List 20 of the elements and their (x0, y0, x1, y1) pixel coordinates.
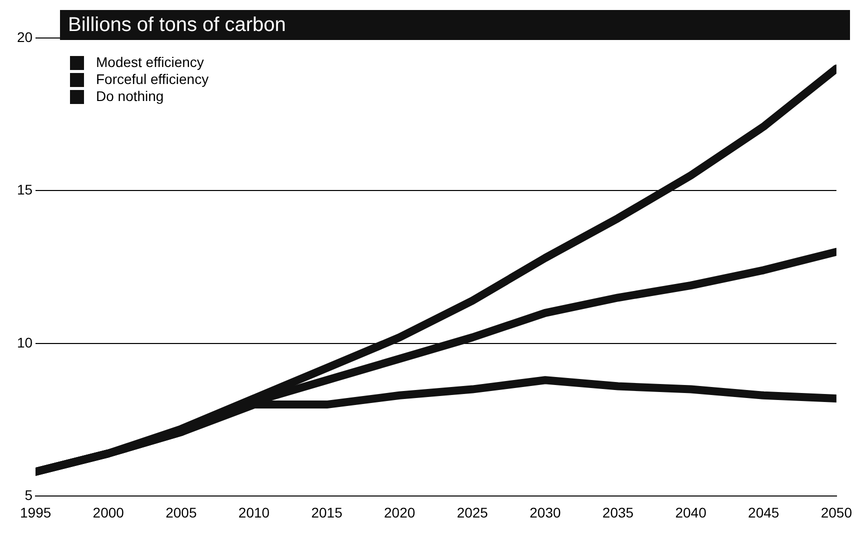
x-tick-label: 2000 (92, 504, 124, 520)
legend-label: Do nothing (96, 88, 164, 105)
legend-label: Modest efficiency (96, 54, 204, 71)
x-tick-label: 2040 (675, 504, 707, 520)
y-tick-label: 10 (16, 334, 33, 350)
x-tick-label: 2015 (311, 504, 343, 520)
x-tick-label: 2050 (820, 504, 852, 520)
chart-title: Billions of tons of carbon (68, 13, 286, 38)
x-tick-label: 2045 (748, 504, 780, 520)
y-tick-label: 15 (16, 182, 33, 198)
x-tick-label: 2010 (238, 504, 270, 520)
x-tick-label: 2035 (602, 504, 634, 520)
x-tick-label: 2025 (456, 504, 488, 520)
legend-label: Forceful efficiency (96, 71, 209, 88)
x-tick-label: 1995 (20, 504, 52, 520)
y-tick-label: 5 (24, 487, 33, 504)
x-tick-label: 2005 (166, 504, 197, 520)
x-tick-label: 2030 (530, 504, 561, 520)
y-tick-label: 20 (16, 28, 33, 45)
x-tick-label: 2020 (384, 504, 416, 520)
